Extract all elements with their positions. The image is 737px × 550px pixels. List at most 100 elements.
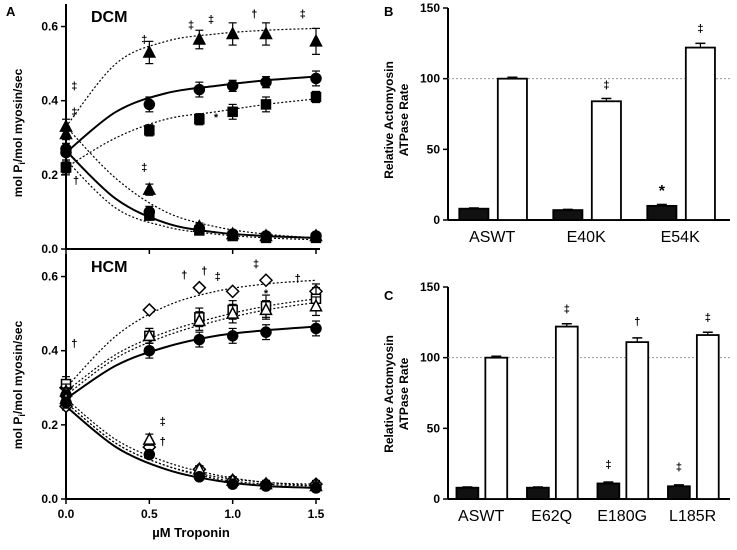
c-bar-chart: 0 50 100 150 ASWT E62Q E180G L185R ‡ † ‡ ‡ ‡ (420, 280, 730, 525)
bar-minus-ca (667, 485, 691, 500)
fit-curve (65, 159, 317, 241)
significance-mark: ‡ (141, 34, 147, 46)
fit-curve (65, 126, 317, 239)
y-tick-label: 0.4 (41, 344, 58, 358)
data-point (310, 72, 322, 85)
fit-curve (65, 27, 317, 128)
hcm-plot: 0.0 0.2 0.4 0.6 0.0 0.5 1.0 1.5 µM Troponin HCM † †… (41, 254, 325, 540)
fit-curve (65, 398, 317, 485)
bar-plus-ca (695, 334, 720, 500)
category-label: E40K (567, 229, 606, 246)
significance-mark: † (295, 273, 301, 285)
significance-mark: * (214, 112, 219, 124)
bar-plus-ca (484, 356, 509, 500)
data-point (193, 83, 206, 96)
data-point (260, 76, 272, 88)
significance-mark: ‡ (697, 23, 703, 35)
b-bar-chart: 0 50 100 150 ASWT E40K E54K ‡ ‡ * (420, 1, 730, 246)
y-tick-label: 100 (420, 72, 440, 86)
y-tick-label: 0.0 (41, 492, 58, 506)
data-point (192, 280, 207, 295)
fit-curve (65, 405, 317, 489)
x-tick-label: 0.5 (141, 507, 158, 521)
y-tick-label: 0.0 (41, 242, 58, 256)
significance-mark: † (71, 338, 77, 350)
significance-mark: ‡ (160, 416, 166, 428)
significance-mark: * (264, 288, 269, 300)
significance-mark: ‡ (71, 81, 77, 93)
bar-minus-ca (646, 204, 678, 221)
fit-curve (65, 325, 317, 400)
y-tick-label: 0 (433, 213, 440, 227)
y-tick-label: 50 (427, 142, 441, 156)
data-point (143, 448, 156, 461)
chart-title: DCM (91, 9, 127, 26)
significance-mark: ‡ (253, 258, 259, 270)
bar-minus-ca (596, 482, 621, 500)
data-point (309, 298, 323, 312)
data-point (142, 182, 157, 195)
data-point (142, 432, 157, 445)
category-label: E180G (597, 508, 647, 525)
data-point (142, 44, 157, 58)
significance-mark: † (160, 436, 166, 448)
data-point (260, 99, 272, 110)
data-point (225, 284, 240, 299)
bar-minus-ca (552, 209, 584, 221)
data-point (259, 302, 273, 316)
y-tick-label: 0.2 (41, 418, 58, 432)
data-point (259, 26, 273, 40)
fit-curve (65, 98, 317, 168)
data-point (310, 322, 322, 335)
bar-minus-ca (455, 486, 480, 500)
data-point (227, 230, 238, 242)
significance-mark: † (634, 316, 640, 328)
data-point (258, 273, 274, 288)
significance-mark: ‡ (564, 303, 570, 315)
data-point (143, 98, 156, 111)
bar-plus-ca (496, 77, 528, 221)
significance-mark: * (659, 183, 666, 200)
significance-mark: ‡ (705, 312, 711, 324)
fit-curve (65, 298, 317, 392)
y-tick-label: 0.6 (41, 270, 58, 284)
significance-mark: ‡ (603, 80, 609, 92)
data-point (310, 91, 322, 103)
data-point (260, 480, 272, 492)
y-tick-label: 0.6 (41, 20, 58, 34)
y-tick-label: 0 (433, 492, 440, 506)
y-tick-label: 150 (420, 1, 440, 15)
data-point (310, 232, 322, 244)
data-point (225, 26, 240, 40)
data-point (192, 313, 207, 327)
bar-plus-ca (590, 100, 622, 221)
data-point (60, 162, 72, 173)
data-point (142, 302, 157, 317)
y-tick-label: 0.4 (41, 94, 58, 108)
x-tick-label: 1.5 (308, 507, 325, 521)
dcm-plot: 0.0 0.2 0.4 0.6 DCM ‡ ‡ ‡ † ‡ ‡ ‡ * ‡ † (41, 4, 323, 256)
data-point (309, 33, 323, 47)
data-point (225, 305, 240, 319)
y-tick-label: 50 (427, 421, 441, 435)
significance-mark: ‡ (71, 107, 77, 119)
fit-curve (65, 301, 317, 396)
data-point (60, 143, 72, 155)
y-tick-label: 100 (420, 351, 440, 365)
category-label: ASWT (469, 229, 515, 246)
data-point (142, 328, 157, 342)
y-tick-label: 150 (420, 280, 440, 294)
bar-plus-ca (625, 341, 650, 500)
significance-mark: ‡ (188, 19, 194, 31)
significance-mark: ‡ (141, 162, 147, 174)
x-tick-label: 0.0 (58, 507, 75, 521)
data-point (143, 344, 156, 357)
y-tick-label: 0.2 (41, 168, 58, 182)
data-point (194, 225, 205, 236)
significance-mark: † (181, 269, 187, 281)
bar-minus-ca (458, 207, 490, 221)
fit-curve (65, 279, 317, 389)
data-point (260, 232, 272, 244)
panel-label-a: A (6, 4, 16, 19)
